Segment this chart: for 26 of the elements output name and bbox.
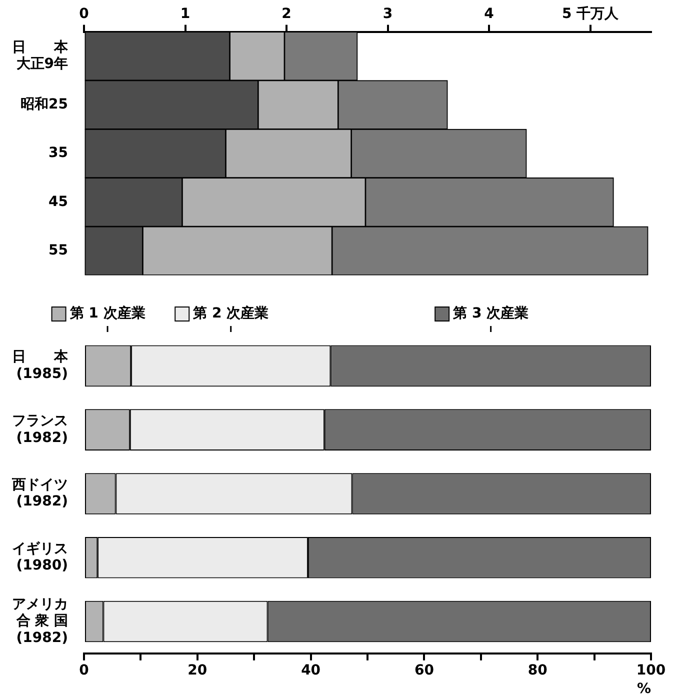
x-tick-label: 1 xyxy=(180,6,190,22)
y-tick-label: 日 本(1985) xyxy=(12,349,69,382)
y-tick-label: 昭和25 xyxy=(20,96,68,112)
y-tick-label: 35 xyxy=(48,145,68,162)
legend-label: 第 1 次産業 xyxy=(68,304,146,322)
x-tick-label: 100 xyxy=(636,662,666,678)
x-tick-label: 0 xyxy=(79,6,90,22)
y-tick-label: 55 xyxy=(48,242,68,258)
x-axis-title: % xyxy=(636,681,651,698)
y-tick-label: 日 本大正9年 xyxy=(12,39,69,72)
x-tick-label: 20 xyxy=(188,662,208,678)
x-tick-label: 3 xyxy=(382,6,393,22)
x-tick-label: 4 xyxy=(484,6,494,22)
x-tick-label: 40 xyxy=(301,662,321,678)
legend-label: 第 2 次産業 xyxy=(192,304,269,322)
x-tick-label: 0 xyxy=(79,662,90,678)
y-tick-label: 45 xyxy=(48,194,68,210)
x-tick-label: 2 xyxy=(282,6,292,22)
x-tick-label: 80 xyxy=(528,662,548,678)
legend-label: 第 3 次産業 xyxy=(452,304,529,322)
y-tick-label: 西ドイツ(1982) xyxy=(11,476,68,510)
x-tick-label: 5 千万人 xyxy=(562,5,620,22)
y-tick-label: フランス(1982) xyxy=(12,413,68,446)
x-tick-label: 60 xyxy=(414,662,434,678)
y-tick-label: アメリカ合 衆 国(1982) xyxy=(12,596,68,646)
y-tick-label: イギリス(1980) xyxy=(12,540,68,574)
